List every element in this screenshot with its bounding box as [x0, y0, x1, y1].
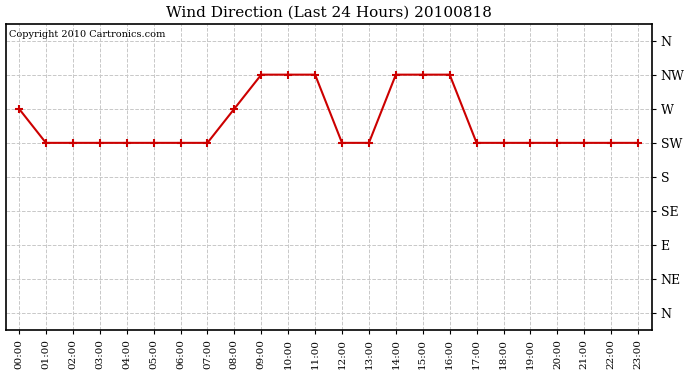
Text: Copyright 2010 Cartronics.com: Copyright 2010 Cartronics.com: [9, 30, 165, 39]
Title: Wind Direction (Last 24 Hours) 20100818: Wind Direction (Last 24 Hours) 20100818: [166, 6, 491, 20]
